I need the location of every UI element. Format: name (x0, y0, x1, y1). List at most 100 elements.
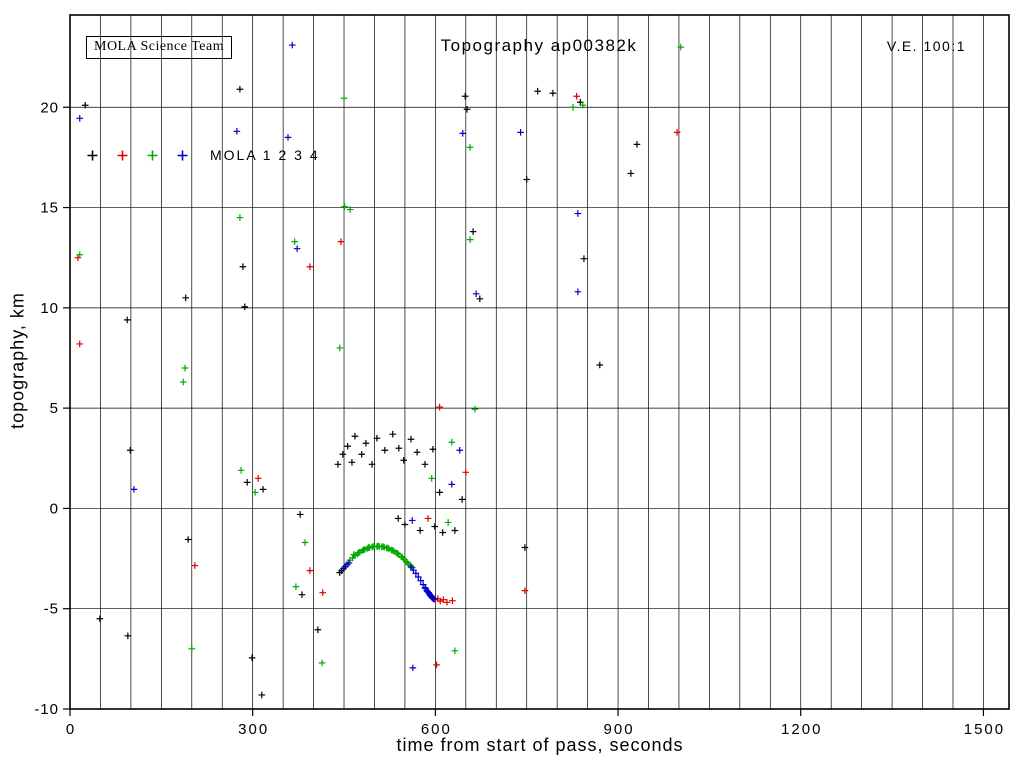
data-point (436, 489, 443, 496)
legend-marker-mola-3 (146, 149, 159, 162)
team-box: MOLA Science Team (86, 36, 233, 59)
data-point (395, 444, 403, 452)
data-point (569, 103, 577, 111)
data-point (449, 597, 456, 604)
data-point (521, 587, 529, 594)
data-point (436, 597, 444, 605)
data-point (633, 141, 641, 148)
data-point (466, 236, 474, 243)
data-point (346, 206, 354, 213)
data-point (451, 527, 459, 534)
data-point (430, 595, 438, 603)
data-point (389, 547, 397, 554)
y-gridlines (70, 106, 1009, 710)
data-point (469, 228, 477, 235)
data-point (415, 573, 422, 581)
data-point (96, 615, 104, 623)
data-point (424, 515, 432, 522)
data-point (241, 303, 249, 311)
data-point (236, 214, 244, 221)
vertical-exaggeration-label: V.E. 100:1 (886, 38, 966, 54)
data-point (466, 144, 474, 151)
data-point (677, 43, 685, 51)
svg-text:-10: -10 (34, 701, 59, 718)
data-point (417, 577, 425, 584)
series-mola-2 (74, 92, 681, 669)
data-point (580, 255, 588, 263)
data-point (306, 567, 314, 574)
svg-text:20: 20 (40, 99, 59, 116)
data-point (436, 403, 443, 411)
data-point (296, 511, 304, 518)
data-point (301, 539, 309, 546)
data-point (394, 550, 401, 557)
data-point (351, 432, 359, 440)
data-point (340, 94, 348, 102)
data-point (259, 486, 267, 493)
data-point (416, 527, 424, 534)
svg-text:10: 10 (40, 300, 59, 317)
y-axis-label: topography, km (7, 292, 28, 429)
data-point (341, 203, 348, 210)
data-point (254, 475, 262, 482)
data-point (368, 460, 376, 468)
data-point (579, 101, 587, 109)
data-point (413, 448, 421, 456)
data-point (298, 591, 306, 598)
data-point (409, 664, 417, 672)
data-point (574, 288, 582, 296)
svg-text:600: 600 (421, 721, 452, 738)
data-point (573, 92, 580, 100)
data-point (126, 446, 134, 454)
data-point (431, 523, 439, 530)
data-point (456, 446, 464, 454)
data-point (184, 536, 192, 543)
y-tick-labels: -10 -5 0 5 10 15 20 (34, 99, 70, 718)
data-point (188, 645, 196, 653)
data-point (421, 460, 429, 468)
data-point (292, 583, 300, 590)
data-point (394, 515, 402, 522)
data-point (248, 654, 256, 662)
data-point (574, 210, 582, 217)
data-point (627, 170, 635, 177)
data-point (373, 434, 381, 442)
data-point (673, 129, 681, 136)
data-point (358, 450, 365, 458)
data-point (521, 544, 529, 551)
svg-text:15: 15 (40, 200, 59, 217)
data-point (429, 445, 437, 453)
data-point (471, 405, 479, 413)
data-point (318, 659, 326, 667)
data-point (340, 565, 347, 572)
data-point (291, 238, 299, 245)
svg-text:1500: 1500 (964, 721, 1005, 738)
data-point (379, 543, 387, 550)
data-point (345, 559, 353, 567)
data-point (251, 489, 259, 496)
data-point (444, 519, 452, 526)
x-tick-labels: 0 300 600 900 1200 1500 (66, 709, 1005, 738)
data-point (237, 467, 245, 474)
data-point (336, 344, 344, 352)
data-point (407, 435, 415, 443)
data-point (443, 598, 451, 606)
data-point (350, 551, 358, 558)
data-point (389, 430, 397, 438)
data-point (463, 105, 471, 113)
legend-marker-mola-2 (116, 149, 129, 162)
data-point (451, 647, 459, 655)
data-point (408, 517, 416, 524)
data-point (130, 486, 138, 493)
data-point (344, 442, 351, 450)
data-point (401, 521, 409, 528)
data-point (233, 128, 241, 135)
data-point (381, 446, 389, 454)
svg-text:900: 900 (604, 721, 635, 738)
data-point (76, 340, 84, 348)
series-mola-1 (81, 85, 641, 699)
data-point (433, 661, 440, 669)
data-point (293, 245, 301, 252)
legend-marker-mola-4 (176, 149, 189, 162)
